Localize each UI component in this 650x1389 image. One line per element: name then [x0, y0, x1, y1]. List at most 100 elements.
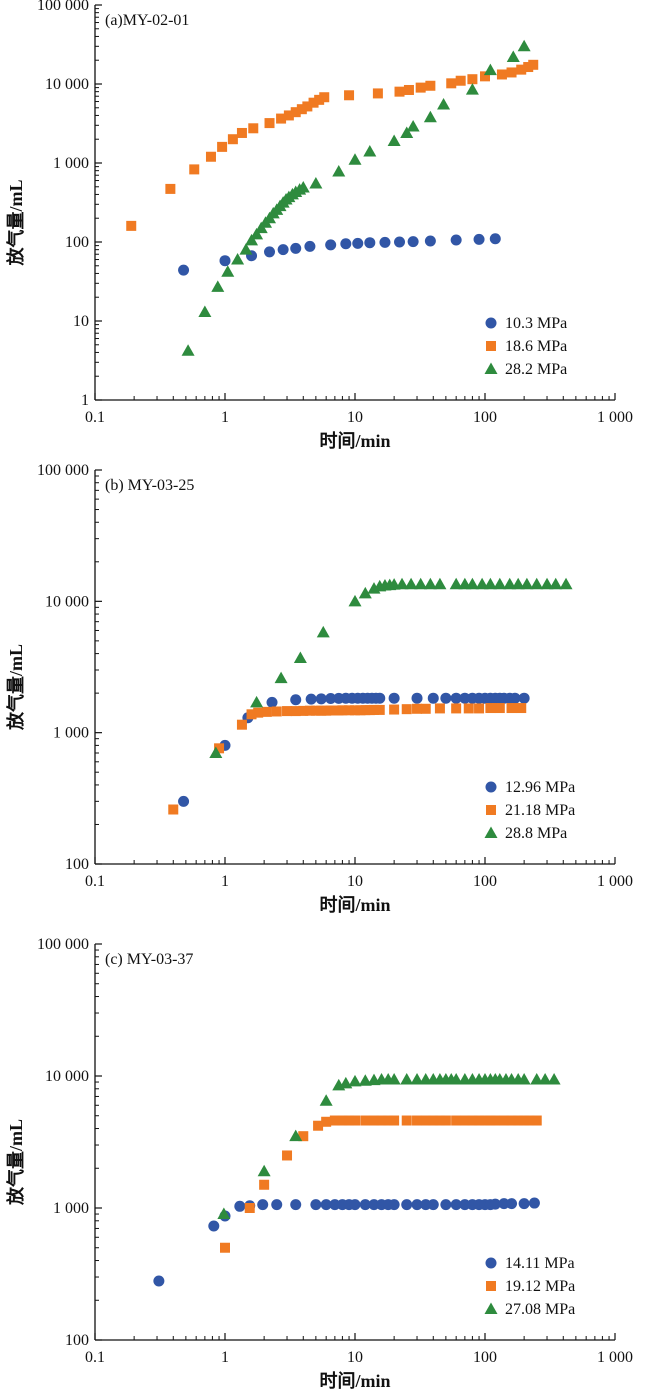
panel-title: (c) MY-03-37 — [105, 951, 193, 968]
data-point-triangle — [209, 746, 223, 759]
data-point-square — [350, 1115, 360, 1126]
data-point-square — [434, 1115, 445, 1126]
data-point-square — [298, 705, 309, 716]
data-point-square — [401, 704, 412, 715]
data-point-square — [304, 705, 315, 716]
data-point-triangle — [332, 165, 346, 177]
data-point-triangle — [549, 577, 563, 590]
data-point-square — [412, 1115, 423, 1126]
data-point-square — [383, 1115, 394, 1126]
data-point-square — [168, 804, 179, 815]
series-triangle — [217, 1073, 561, 1220]
data-point-square — [372, 88, 383, 99]
data-point-square — [189, 164, 200, 175]
data-point-square — [282, 706, 293, 717]
series-circle — [153, 1197, 540, 1287]
data-point-triangle — [483, 577, 497, 590]
legend-marker-square — [486, 1281, 496, 1291]
data-point-square — [296, 104, 307, 115]
data-point-circle — [266, 696, 278, 708]
y-tick-label: 10 000 — [45, 1068, 89, 1085]
data-point-square — [463, 703, 474, 714]
data-point-square — [290, 107, 301, 118]
data-point-triangle — [296, 180, 310, 193]
data-point-square — [523, 62, 534, 73]
data-point-circle — [277, 244, 289, 256]
data-point-square — [434, 703, 445, 714]
data-point-triangle — [506, 50, 520, 62]
data-point-square — [389, 1115, 400, 1126]
data-point-circle — [518, 692, 530, 704]
legend-label: 10.3 MPa — [505, 315, 567, 332]
data-point-square — [253, 707, 264, 718]
y-tick-label: 10 000 — [45, 76, 89, 93]
data-point-square — [474, 1115, 485, 1126]
data-point-triangle — [250, 695, 264, 708]
data-point-square — [244, 1203, 255, 1213]
y-tick-label: 1 000 — [53, 1200, 89, 1217]
legend-marker-triangle — [484, 362, 498, 374]
y-tick-label: 10 000 — [45, 593, 89, 610]
data-point-circle — [310, 1199, 322, 1211]
data-point-circle — [388, 692, 400, 704]
data-point-triangle — [406, 119, 420, 132]
y-tick-label: 10 — [73, 313, 89, 330]
data-point-square — [337, 705, 348, 716]
data-point-triangle — [339, 1076, 353, 1089]
legend-marker-triangle — [484, 826, 498, 838]
legend-marker-square — [486, 341, 496, 351]
y-axis-title: 放气量/mL — [5, 1119, 26, 1206]
y-tick-label: 100 000 — [37, 0, 89, 14]
data-point-triangle — [538, 1073, 552, 1085]
data-point-circle — [401, 1199, 413, 1211]
data-point-square — [480, 1115, 490, 1126]
data-point-circle — [379, 236, 391, 248]
data-point-circle — [271, 1199, 283, 1211]
data-point-circle — [394, 236, 406, 248]
data-point-square — [368, 1115, 379, 1126]
data-point-circle — [420, 1199, 432, 1211]
data-point-square — [496, 69, 507, 80]
data-point-triangle — [358, 586, 372, 599]
series-square — [220, 1115, 542, 1253]
y-tick-label: 100 — [65, 234, 89, 251]
data-point-triangle — [293, 651, 307, 664]
data-point-square — [314, 94, 325, 105]
data-point-triangle — [449, 577, 463, 590]
legend: 14.11 MPa 19.12 MPa 27.08 MPa — [484, 1255, 575, 1318]
y-axis-title: 放气量/mL — [5, 644, 26, 731]
series-triangle — [209, 577, 573, 759]
data-point-circle — [407, 236, 419, 248]
data-point-square — [308, 97, 319, 108]
data-point-circle — [450, 234, 462, 246]
y-tick-label: 100 000 — [37, 936, 89, 953]
data-point-square — [246, 709, 257, 720]
data-point-square — [329, 1115, 340, 1126]
y-tick-label: 100 — [65, 856, 89, 873]
data-point-square — [360, 1115, 371, 1126]
data-point-circle — [325, 239, 337, 251]
legend-label: 12.96 MPa — [505, 779, 575, 796]
data-point-circle — [304, 240, 316, 252]
data-point-square — [283, 110, 294, 121]
legend-label: 21.18 MPa — [505, 802, 575, 819]
data-point-square — [310, 705, 321, 716]
data-point-square — [485, 703, 496, 714]
data-point-square — [506, 67, 517, 78]
data-point-triangle — [348, 594, 362, 607]
data-point-triangle — [395, 577, 409, 590]
data-point-circle — [473, 233, 485, 245]
data-point-triangle — [348, 1074, 362, 1087]
legend-label: 14.11 MPa — [505, 1255, 575, 1272]
legend: 10.3 MPa 18.6 MPa 28.2 MPa — [484, 315, 567, 378]
data-point-triangle — [181, 344, 195, 356]
data-point-triangle — [423, 110, 437, 123]
data-point-square — [261, 706, 272, 717]
data-point-circle — [349, 1199, 361, 1211]
data-point-circle — [219, 255, 231, 267]
x-tick-label: 0.1 — [85, 873, 105, 890]
data-point-triangle — [414, 577, 428, 590]
legend-label: 19.12 MPa — [505, 1278, 575, 1295]
data-point-triangle — [410, 1073, 424, 1085]
data-point-triangle — [540, 577, 554, 590]
